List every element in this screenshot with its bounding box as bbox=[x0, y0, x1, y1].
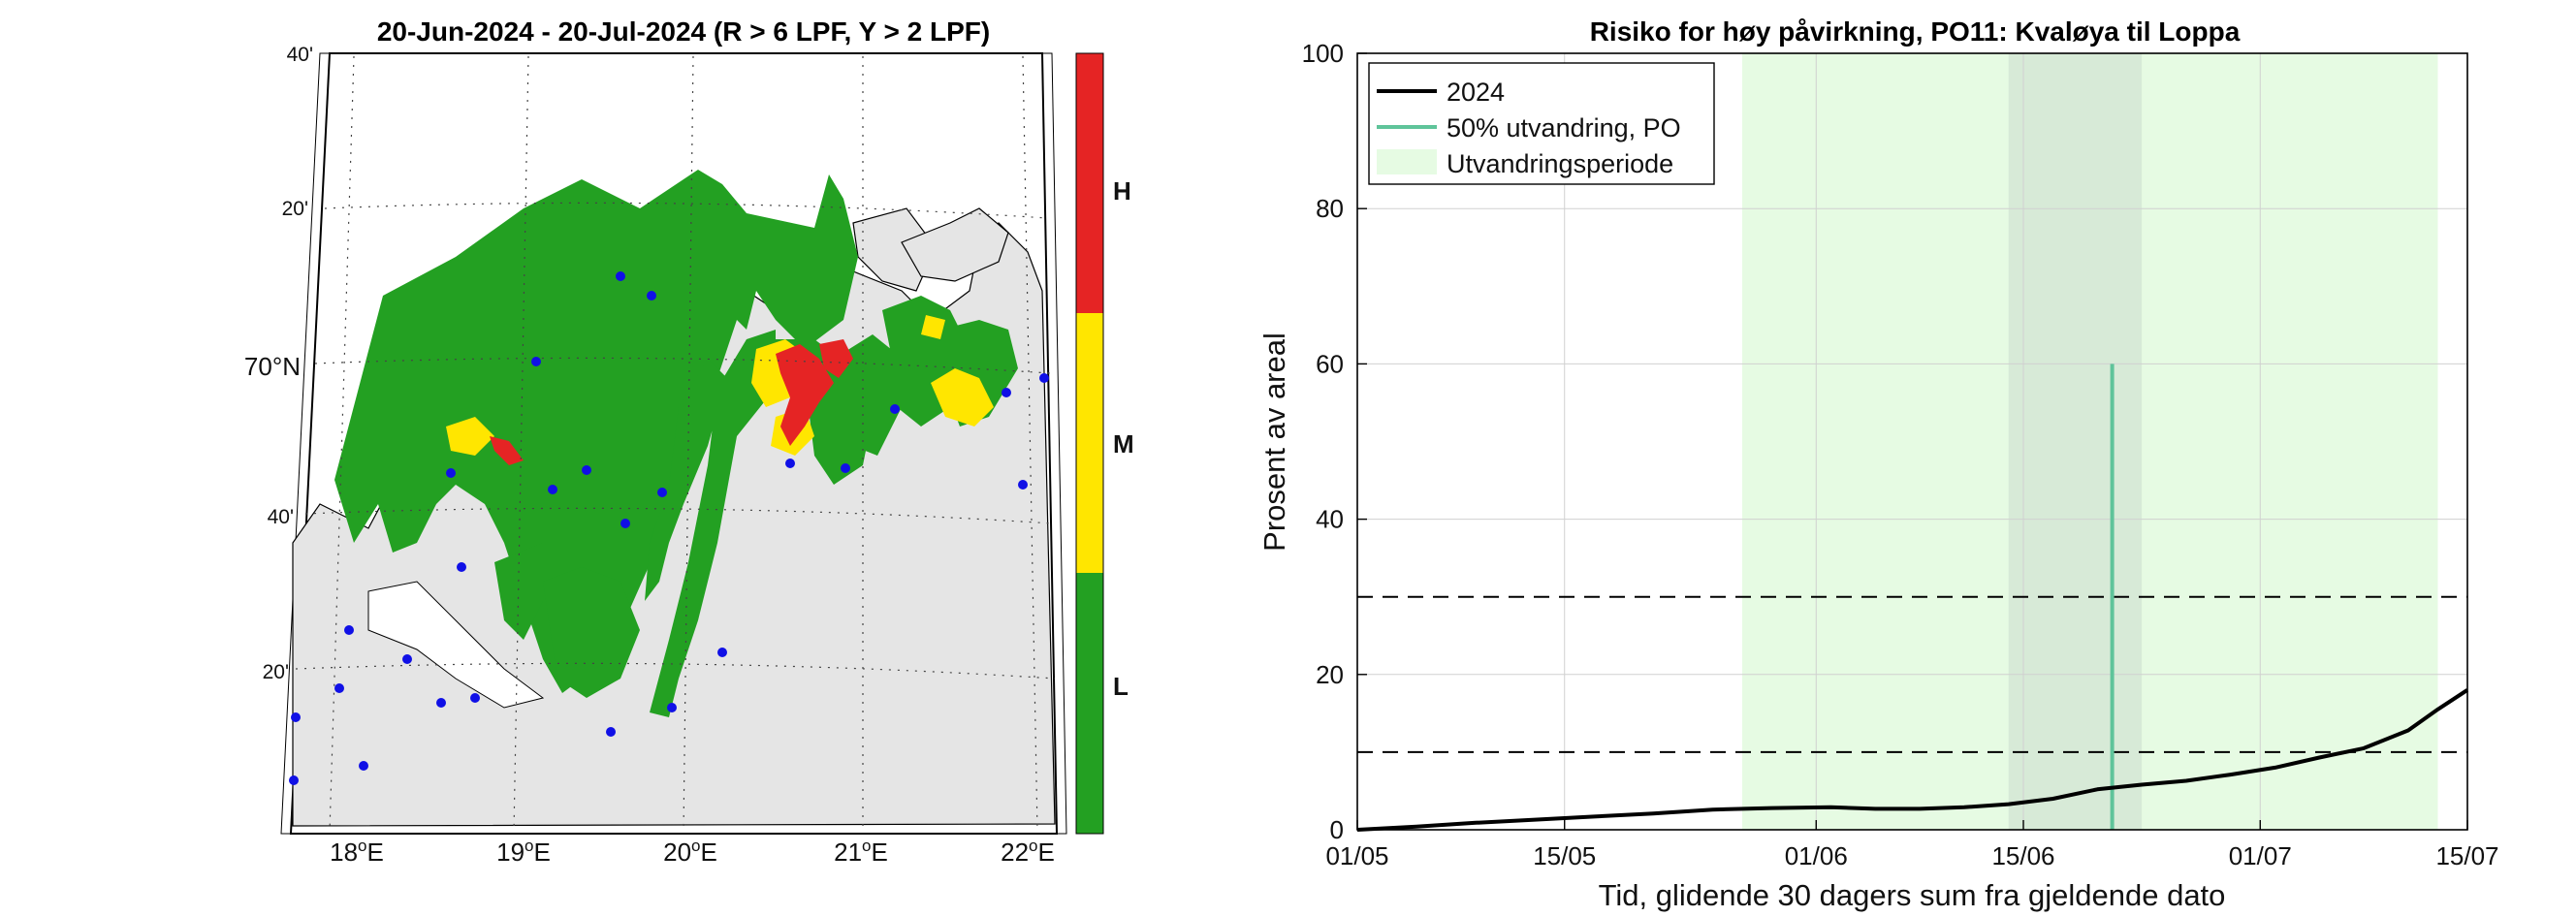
station-dot bbox=[582, 465, 591, 475]
x-tick-label: 01/07 bbox=[2229, 841, 2292, 870]
colorbar-label-low: L bbox=[1113, 672, 1129, 701]
colorbar-low bbox=[1076, 573, 1103, 834]
station-dot bbox=[548, 485, 557, 494]
x-tick-label: 15/06 bbox=[1991, 841, 2054, 870]
migration-period-bands bbox=[1741, 53, 2438, 830]
station-dot bbox=[616, 271, 625, 281]
series-layer bbox=[1356, 688, 2469, 832]
x-tick-label: 15/05 bbox=[1533, 841, 1596, 870]
x-tick-labels: 01/05 15/05 01/06 15/06 01/07 15/07 bbox=[1325, 820, 2499, 870]
station-dot bbox=[606, 727, 616, 737]
colorbar-label-medium: M bbox=[1113, 429, 1134, 458]
station-dot bbox=[470, 693, 480, 703]
risk-chart: Risiko for høy påvirkning, PO11: Kvaløya… bbox=[1257, 16, 2499, 912]
y-axis-label: Prosent av areal bbox=[1257, 332, 1291, 552]
station-dot bbox=[289, 775, 299, 785]
colorbar-border bbox=[1075, 52, 1104, 835]
station-dot bbox=[785, 458, 795, 468]
map-graticule bbox=[295, 55, 1056, 833]
map-risk-low bbox=[334, 170, 858, 693]
lat-label: 20' bbox=[282, 198, 308, 220]
lon-label: 19oE bbox=[496, 837, 551, 867]
station-dot bbox=[531, 357, 541, 366]
station-dot bbox=[620, 519, 630, 528]
y-tick-labels: 0 20 40 60 80 100 bbox=[1302, 39, 1367, 844]
lat-label: 20' bbox=[263, 661, 289, 683]
legend-box bbox=[1368, 62, 1715, 185]
station-dot bbox=[334, 683, 344, 693]
lon-label: 18oE bbox=[330, 837, 384, 867]
station-dot bbox=[291, 712, 301, 722]
y-tick-label: 20 bbox=[1316, 660, 1344, 689]
lon-label: 22oE bbox=[1001, 837, 1055, 867]
lat-label: 40' bbox=[287, 44, 313, 66]
station-dot bbox=[457, 562, 466, 572]
station-dot bbox=[890, 404, 900, 414]
migration-overlap-band bbox=[2008, 53, 2143, 830]
legend-label-2024: 2024 bbox=[1447, 78, 1505, 107]
risk-map: 20-Jun-2024 - 20-Jul-2024 (R > 6 LPF, Y … bbox=[244, 16, 1134, 867]
station-dot bbox=[647, 291, 656, 300]
x-tick-label: 01/06 bbox=[1785, 841, 1848, 870]
colorbar-high bbox=[1076, 53, 1103, 313]
reference-lines bbox=[1357, 595, 2467, 753]
y-tick-label: 60 bbox=[1316, 349, 1344, 378]
y-tick-label: 100 bbox=[1302, 39, 1344, 68]
map-stations bbox=[289, 271, 1049, 785]
station-dot bbox=[717, 648, 727, 657]
plot-area-frame bbox=[1356, 52, 2468, 831]
chart-title: Risiko for høy påvirkning, PO11: Kvaløya… bbox=[1590, 16, 2241, 47]
station-dot bbox=[1002, 388, 1011, 397]
station-dot bbox=[436, 698, 446, 708]
x-tick-label: 15/07 bbox=[2435, 841, 2498, 870]
lon-label: 21oE bbox=[834, 837, 888, 867]
map-sea-inlet bbox=[367, 581, 545, 709]
map-title: 20-Jun-2024 - 20-Jul-2024 (R > 6 LPF, Y … bbox=[377, 16, 990, 47]
colorbar: H M L bbox=[1075, 52, 1134, 835]
lat-label: 70°N bbox=[244, 352, 301, 381]
lat-label: 40' bbox=[268, 506, 294, 528]
legend-label-period: Utvandringsperiode bbox=[1447, 149, 1673, 178]
legend-label-po: 50% utvandring, PO bbox=[1447, 113, 1681, 142]
station-dot bbox=[359, 761, 368, 771]
colorbar-label-high: H bbox=[1113, 176, 1131, 206]
y-tick-label: 40 bbox=[1316, 505, 1344, 534]
x-axis-label: Tid, glidende 30 dagers sum fra gjeldend… bbox=[1599, 878, 2226, 912]
y-tick-label: 0 bbox=[1330, 815, 1344, 844]
map-risk-low-fjords bbox=[494, 296, 1018, 717]
station-dot bbox=[446, 468, 456, 478]
x-tick-label: 01/05 bbox=[1325, 841, 1388, 870]
station-dot bbox=[1039, 373, 1049, 383]
y-tick-label: 80 bbox=[1316, 194, 1344, 223]
map-risk-medium bbox=[446, 315, 994, 456]
station-dot bbox=[344, 625, 354, 635]
legend-swatch-period bbox=[1377, 149, 1437, 174]
map-island bbox=[901, 207, 1009, 282]
station-dot bbox=[667, 703, 677, 712]
legend: 2024 50% utvandring, PO Utvandringsperio… bbox=[1368, 62, 1715, 185]
series-line-2024 bbox=[1356, 688, 2469, 832]
station-dot bbox=[841, 463, 850, 473]
lon-label: 20oE bbox=[663, 837, 717, 867]
station-dot bbox=[1018, 480, 1028, 490]
colorbar-medium bbox=[1076, 313, 1103, 573]
station-dot bbox=[402, 654, 412, 664]
station-dot bbox=[657, 488, 667, 497]
lon-labels: 18oE 19oE 20oE 21oE 22oE bbox=[330, 837, 1055, 867]
